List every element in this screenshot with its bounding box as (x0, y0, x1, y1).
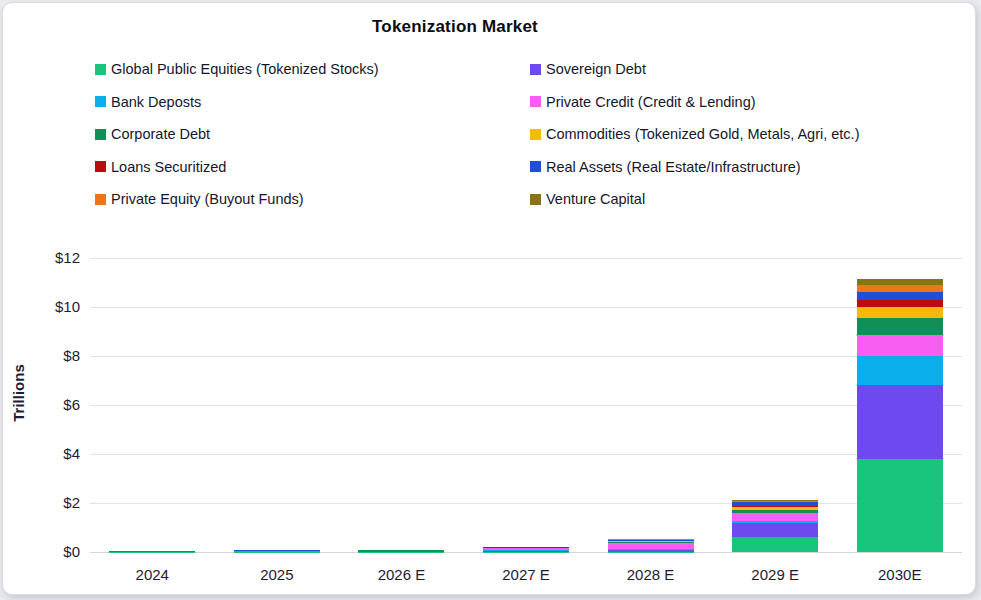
legend-item-label: Private Credit (Credit & Lending) (546, 94, 756, 110)
legend-item-label: Loans Securitized (111, 159, 226, 175)
stacked-bar-2027e (483, 547, 569, 552)
y-tick-label: $6 (28, 396, 80, 413)
y-tick-label: $2 (28, 494, 80, 511)
legend-item-label: Global Public Equities (Tokenized Stocks… (111, 61, 379, 77)
legend-item: Global Public Equities (Tokenized Stocks… (95, 53, 530, 86)
legend-swatch (95, 96, 106, 107)
bar-segment (732, 513, 818, 522)
legend-item: Sovereign Debt (530, 53, 859, 86)
legend-swatch (530, 96, 541, 107)
bar-segment (857, 356, 943, 385)
x-tick-label: 2026 E (341, 564, 461, 586)
y-tick-label: $10 (28, 298, 80, 315)
stacked-bar-2025 (234, 550, 320, 552)
legend-swatch (530, 129, 541, 140)
stacked-bar-2030e (857, 279, 943, 552)
y-tick-label: $4 (28, 445, 80, 462)
legend-swatch (95, 194, 106, 205)
legend-item: Commodities (Tokenized Gold, Metals, Agr… (530, 118, 859, 151)
gridline (90, 258, 962, 259)
legend-swatch (530, 161, 541, 172)
bar-segment (732, 523, 818, 538)
legend-item: Venture Capital (530, 183, 859, 216)
bar-segment (857, 385, 943, 459)
bar-segment (857, 318, 943, 335)
bar-segment (857, 292, 943, 299)
legend-swatch (95, 161, 106, 172)
legend-item-label: Commodities (Tokenized Gold, Metals, Agr… (546, 126, 859, 142)
y-tick-label: $8 (28, 347, 80, 364)
legend-item: Real Assets (Real Estate/Infrastructure) (530, 151, 859, 184)
stacked-bar-2029e (732, 500, 818, 552)
legend-item: Private Equity (Buyout Funds) (95, 183, 530, 216)
legend-item-label: Venture Capital (546, 191, 645, 207)
stacked-bar-2024 (109, 551, 195, 552)
stacked-bar-2026e (358, 550, 444, 552)
plot-area (90, 258, 962, 552)
gridline (90, 454, 962, 455)
legend-item: Private Credit (Credit & Lending) (530, 86, 859, 119)
x-tick-label: 2024 (92, 564, 212, 586)
x-tick-label: 2025 (217, 564, 337, 586)
gridline (90, 405, 962, 406)
legend-item-label: Real Assets (Real Estate/Infrastructure) (546, 159, 801, 175)
gridline (90, 307, 962, 308)
legend-item: Corporate Debt (95, 118, 530, 151)
y-tick-label: $12 (28, 249, 80, 266)
x-tick-label: 2028 E (591, 564, 711, 586)
legend-item-label: Sovereign Debt (546, 61, 646, 77)
legend-item-label: Bank Deposts (111, 94, 201, 110)
bar-segment (732, 537, 818, 552)
legend-item: Bank Deposts (95, 86, 530, 119)
bar-segment (857, 335, 943, 356)
x-tick-label: 2030E (840, 564, 960, 586)
bar-segment (857, 459, 943, 552)
bar-segment (857, 307, 943, 318)
bar-segment (857, 285, 943, 292)
legend-item: Loans Securitized (95, 151, 530, 184)
x-tick-label: 2027 E (466, 564, 586, 586)
legend-swatch (530, 194, 541, 205)
gridline (90, 356, 962, 357)
y-tick-label: $0 (28, 543, 80, 560)
legend-item-label: Corporate Debt (111, 126, 210, 142)
legend-item-label: Private Equity (Buyout Funds) (111, 191, 304, 207)
legend-swatch (530, 64, 541, 75)
legend: Global Public Equities (Tokenized Stocks… (95, 53, 859, 216)
bar-segment (857, 300, 943, 307)
x-tick-label: 2029 E (715, 564, 835, 586)
legend-swatch (95, 129, 106, 140)
chart-title: Tokenization Market (0, 17, 910, 37)
stacked-bar-2028e (608, 539, 694, 552)
legend-swatch (95, 64, 106, 75)
gridline (90, 503, 962, 504)
